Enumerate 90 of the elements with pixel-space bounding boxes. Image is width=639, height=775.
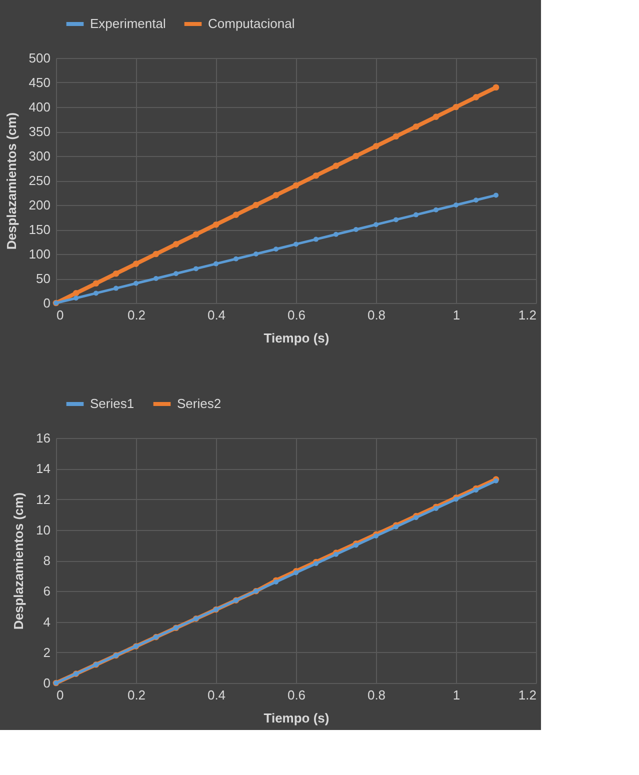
point <box>152 250 160 258</box>
legend-label: Experimental <box>90 16 166 31</box>
y-tick-label: 150 <box>28 222 50 237</box>
point <box>292 182 300 189</box>
point <box>212 221 220 228</box>
y-tick-label: 100 <box>28 246 50 262</box>
y-tick-label: 0 <box>43 296 50 310</box>
y-tick-label: 4 <box>43 614 50 630</box>
legend-label: Series1 <box>90 396 134 411</box>
y-tick-label: 6 <box>43 584 50 599</box>
point <box>134 280 138 286</box>
x-tick-label: 0.2 <box>127 688 146 702</box>
y-tick-label: 300 <box>28 148 50 164</box>
y-tick-label: 450 <box>28 75 50 90</box>
point <box>454 202 458 208</box>
point <box>432 114 440 120</box>
point <box>354 227 358 232</box>
x-tick-label: 1.2 <box>518 308 536 322</box>
point <box>192 231 200 238</box>
point <box>352 152 360 160</box>
point <box>172 241 180 248</box>
point <box>394 217 398 222</box>
point <box>494 192 498 198</box>
point <box>372 143 380 150</box>
point <box>272 192 280 198</box>
point <box>332 162 340 169</box>
point <box>154 276 158 281</box>
point <box>252 202 260 208</box>
point <box>412 123 420 130</box>
point <box>112 270 120 277</box>
y-tick-label: 10 <box>36 522 50 538</box>
x-tick-label: 1 <box>452 688 460 702</box>
point <box>194 266 198 272</box>
point <box>474 198 478 203</box>
y-tick-label: 16 <box>36 430 50 446</box>
point <box>114 286 118 291</box>
point <box>74 296 78 301</box>
point <box>254 252 258 256</box>
y-tick-label: 8 <box>43 553 50 568</box>
x-tick-label: 0 <box>56 688 64 702</box>
point <box>374 222 378 228</box>
point <box>392 133 400 140</box>
point <box>414 515 418 520</box>
point <box>314 236 318 242</box>
x-tick-label: 0.2 <box>127 308 146 322</box>
legend-label: Computacional <box>208 16 295 31</box>
x-tick-label: 0.8 <box>367 688 386 702</box>
y-tick-label: 0 <box>43 676 50 690</box>
x-axis-title: Tiempo (s) <box>264 330 330 346</box>
y-tick-label: 12 <box>36 492 50 507</box>
point <box>374 534 378 538</box>
point <box>132 260 140 267</box>
point <box>414 212 418 218</box>
point <box>214 261 218 266</box>
point <box>492 84 500 91</box>
point <box>174 271 178 276</box>
x-tick-label: 1 <box>452 308 460 322</box>
x-tick-label: 1.2 <box>518 688 536 702</box>
y-tick-label: 400 <box>28 100 50 114</box>
y-tick-label: 350 <box>28 124 50 139</box>
point <box>72 290 80 296</box>
x-tick-label: 0.8 <box>367 308 386 322</box>
point <box>92 280 100 287</box>
x-tick-label: 0.6 <box>287 308 306 322</box>
y-axis-title: Desplazamientos (cm) <box>11 492 26 630</box>
y-axis-title: Desplazamientos (cm) <box>4 112 19 250</box>
y-tick-label: 200 <box>28 198 50 212</box>
point <box>234 256 238 262</box>
x-tick-label: 0 <box>56 308 64 322</box>
y-tick-label: 500 <box>28 50 50 66</box>
point <box>472 94 480 100</box>
point <box>312 172 320 179</box>
x-axis-title: Tiempo (s) <box>264 710 330 726</box>
point <box>452 104 460 110</box>
y-tick-label: 50 <box>36 271 50 286</box>
point <box>274 246 278 252</box>
point <box>434 207 438 212</box>
y-tick-label: 2 <box>43 644 50 660</box>
point <box>314 561 318 566</box>
point <box>334 232 338 237</box>
x-tick-label: 0.4 <box>207 688 226 702</box>
x-tick-label: 0.4 <box>207 308 226 322</box>
point <box>474 488 478 493</box>
point <box>232 212 240 218</box>
point <box>294 242 298 247</box>
legend-label: Series2 <box>177 396 222 411</box>
y-tick-label: 14 <box>36 461 50 476</box>
point <box>94 290 98 296</box>
y-tick-label: 250 <box>28 173 50 188</box>
x-tick-label: 0.6 <box>287 688 306 702</box>
